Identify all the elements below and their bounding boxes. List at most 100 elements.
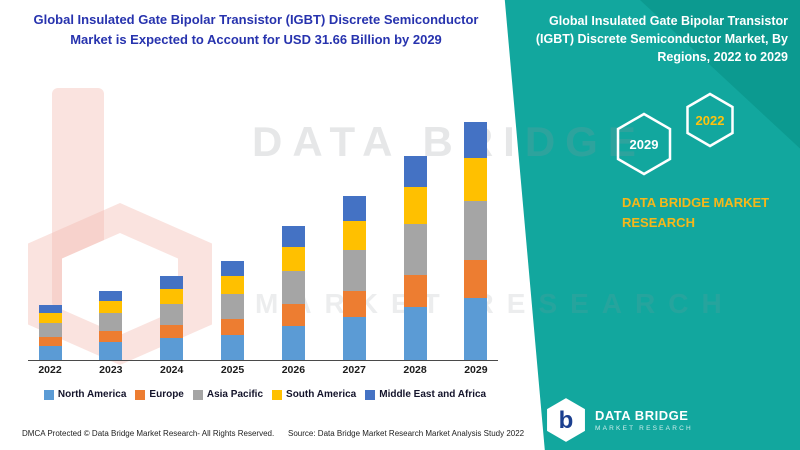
bar-segment-south-america xyxy=(464,158,488,201)
bar-segment-north-america xyxy=(160,338,184,360)
dmca-notice: DMCA Protected © Data Bridge Market Rese… xyxy=(22,429,275,438)
bar-chart-plot-area xyxy=(28,107,498,361)
bar-column-2028 xyxy=(393,156,437,360)
bar-segment-south-america xyxy=(342,221,366,251)
legend-label-europe: Europe xyxy=(149,389,184,400)
x-axis-label-2024: 2024 xyxy=(160,364,184,376)
stacked-bar-2027 xyxy=(342,196,366,360)
bar-segment-europe xyxy=(38,336,62,346)
logo-hexagon-shape xyxy=(547,398,585,442)
bar-segment-north-america xyxy=(99,342,123,360)
stacked-bar-2029 xyxy=(464,122,488,360)
stacked-bar-2026 xyxy=(281,226,305,360)
bar-segment-europe xyxy=(99,330,123,342)
bar-segment-europe xyxy=(160,324,184,339)
bar-segment-asia-pacific xyxy=(38,323,62,337)
bar-segment-south-america xyxy=(403,187,427,225)
bar-column-2029 xyxy=(454,122,498,360)
x-axis-labels: 2022 2023 2024 2025 2026 2027 2028 2029 xyxy=(28,364,498,376)
legend-swatch-europe xyxy=(135,389,146,400)
stacked-bar-2022 xyxy=(38,305,62,360)
bar-segment-middle-east-and-africa xyxy=(221,260,245,276)
x-axis-label-2029: 2029 xyxy=(464,364,488,376)
hexagon-2029-outline xyxy=(616,112,672,176)
legend-swatch-middle-east-and-africa xyxy=(365,389,376,400)
legend-item-south-america: South America xyxy=(272,389,356,400)
logo-name: DATA BRIDGE xyxy=(595,408,689,423)
legend-item-europe: Europe xyxy=(135,389,184,400)
stacked-bar-2025 xyxy=(221,260,245,360)
bar-segment-europe xyxy=(403,275,427,308)
bar-column-2027 xyxy=(332,196,376,360)
bar-segment-middle-east-and-africa xyxy=(342,196,366,222)
bar-column-2026 xyxy=(271,226,315,360)
bar-segment-north-america xyxy=(281,325,305,360)
bar-segment-north-america xyxy=(342,317,366,360)
bar-segment-south-america xyxy=(38,313,62,324)
logo-text-block: DATA BRIDGE MARKET RESEARCH xyxy=(595,408,693,432)
bar-segment-south-america xyxy=(221,275,245,294)
bar-segment-asia-pacific xyxy=(160,303,184,325)
bar-segment-middle-east-and-africa xyxy=(464,122,488,159)
hexagon-2022-label: 2022 xyxy=(696,113,725,128)
legend-label-south-america: South America xyxy=(286,389,357,400)
bar-column-2024 xyxy=(150,275,194,360)
bar-segment-europe xyxy=(342,290,366,318)
bar-segment-middle-east-and-africa xyxy=(160,275,184,289)
bar-segment-europe xyxy=(281,303,305,326)
bar-segment-middle-east-and-africa xyxy=(403,156,427,188)
logo-tagline: MARKET RESEARCH xyxy=(595,425,693,432)
source-note: Source: Data Bridge Market Research Mark… xyxy=(288,429,525,438)
bar-segment-middle-east-and-africa xyxy=(38,305,62,314)
side-panel-title: Global Insulated Gate Bipolar Transistor… xyxy=(535,14,788,65)
legend-swatch-asia-pacific xyxy=(192,389,203,400)
bar-segment-north-america xyxy=(403,307,427,360)
bar-column-2023 xyxy=(89,290,133,360)
x-axis-label-2028: 2028 xyxy=(403,364,427,376)
logo-hexagon-icon: b xyxy=(547,398,585,442)
legend-label-north-america: North America xyxy=(57,389,127,400)
bar-segment-south-america xyxy=(160,288,184,304)
bar-segment-asia-pacific xyxy=(464,200,488,261)
legend-label-asia-pacific: Asia Pacific xyxy=(206,389,264,400)
stacked-bar-2024 xyxy=(160,275,184,360)
legend-item-asia-pacific: Asia Pacific xyxy=(192,389,264,400)
hexagon-2029-label: 2029 xyxy=(630,137,659,152)
x-axis-label-2023: 2023 xyxy=(99,364,123,376)
x-axis-label-2026: 2026 xyxy=(281,364,306,376)
bar-segment-europe xyxy=(464,260,488,299)
stacked-bar-2028 xyxy=(403,156,427,360)
bar-segment-middle-east-and-africa xyxy=(99,290,123,302)
legend-swatch-south-america xyxy=(272,389,283,400)
x-axis-label-2027: 2027 xyxy=(342,364,366,376)
legend-swatch-north-america xyxy=(43,389,54,400)
main-title: Global Insulated Gate Bipolar Transistor… xyxy=(33,12,479,48)
brand-text: DATA BRIDGE MARKET RESEARCH xyxy=(622,195,770,231)
stacked-bar-2023 xyxy=(99,290,123,360)
bar-segment-north-america xyxy=(221,334,245,360)
company-logo: b DATA BRIDGE MARKET RESEARCH xyxy=(545,397,693,443)
bar-segment-south-america xyxy=(281,246,305,271)
logo-monogram: b xyxy=(559,407,574,434)
year-hexagons: 2029 2022 xyxy=(616,92,734,176)
bar-segment-europe xyxy=(221,318,245,335)
bar-segment-asia-pacific xyxy=(99,313,123,331)
x-axis-label-2025: 2025 xyxy=(220,364,245,376)
bar-segment-asia-pacific xyxy=(221,293,245,319)
bar-segment-asia-pacific xyxy=(403,224,427,276)
bar-column-2025 xyxy=(211,260,255,360)
bar-segment-south-america xyxy=(99,301,123,314)
legend-item-middle-east-and-africa: Middle East and Africa xyxy=(365,389,486,400)
bar-segment-asia-pacific xyxy=(281,270,305,304)
bar-segment-north-america xyxy=(38,345,62,360)
x-axis-label-2022: 2022 xyxy=(38,364,62,376)
legend-item-north-america: North America xyxy=(43,389,127,400)
legend-label-middle-east-and-africa: Middle East and Africa xyxy=(379,389,487,400)
bar-segment-middle-east-and-africa xyxy=(281,226,305,247)
bar-segment-asia-pacific xyxy=(342,250,366,291)
hexagon-2022-outline xyxy=(686,92,734,148)
bar-segment-north-america xyxy=(464,298,488,360)
bar-column-2022 xyxy=(28,305,72,360)
chart-legend: North America Europe Asia Pacific South Ame… xyxy=(5,389,525,400)
